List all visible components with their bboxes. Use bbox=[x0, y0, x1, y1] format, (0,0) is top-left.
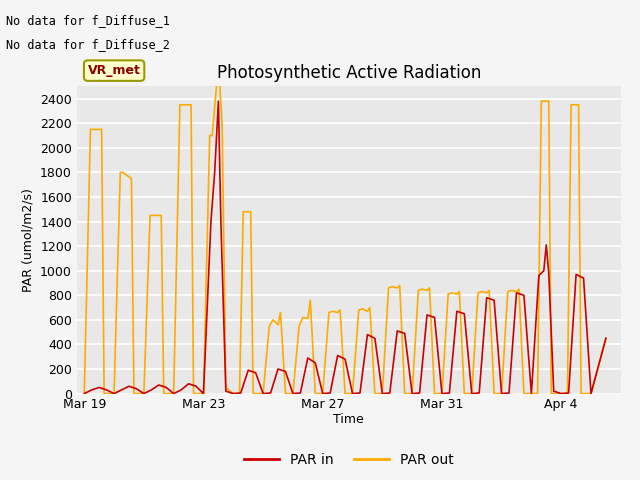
Text: No data for f_Diffuse_2: No data for f_Diffuse_2 bbox=[6, 38, 170, 51]
Title: Photosynthetic Active Radiation: Photosynthetic Active Radiation bbox=[216, 64, 481, 82]
Y-axis label: PAR (umol/m2/s): PAR (umol/m2/s) bbox=[22, 188, 35, 292]
Legend: PAR in, PAR out: PAR in, PAR out bbox=[238, 447, 460, 473]
Text: VR_met: VR_met bbox=[88, 64, 141, 77]
X-axis label: Time: Time bbox=[333, 413, 364, 426]
Text: No data for f_Diffuse_1: No data for f_Diffuse_1 bbox=[6, 14, 170, 27]
